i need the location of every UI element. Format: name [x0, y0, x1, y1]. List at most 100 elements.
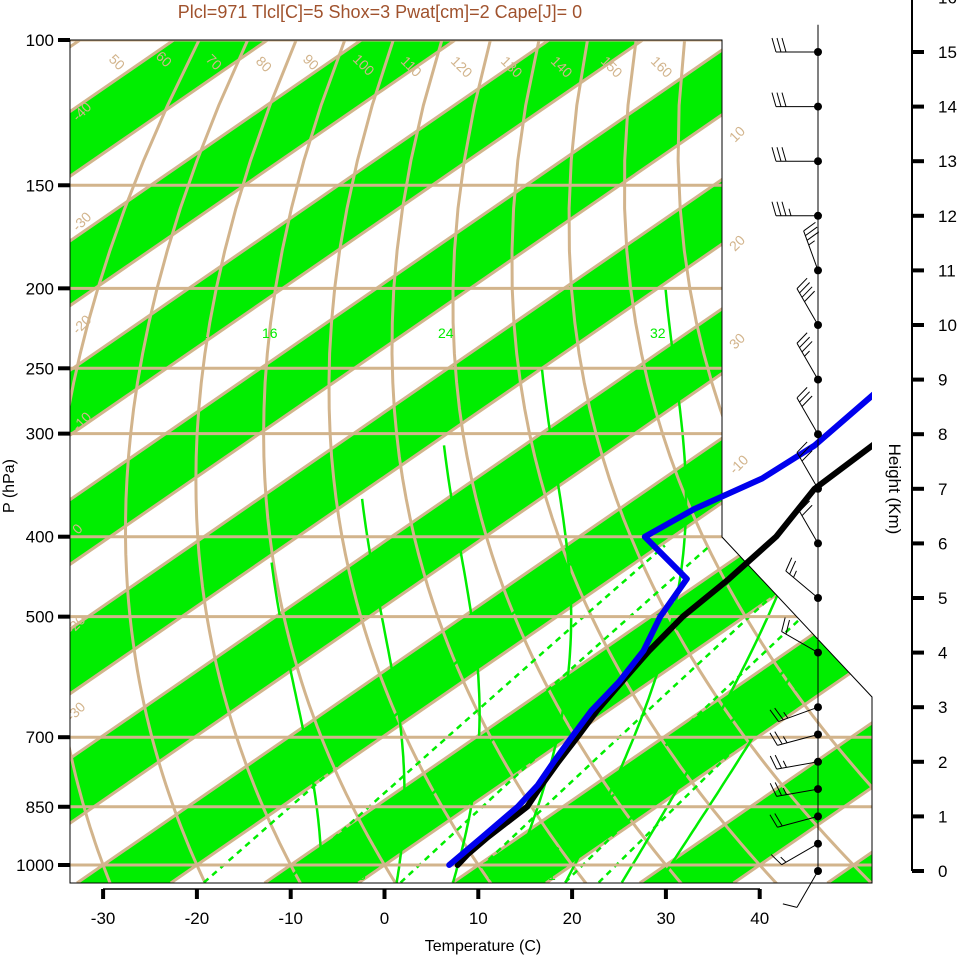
dry-adiabat-line	[510, 40, 779, 883]
wind-barb	[781, 631, 819, 654]
wind-barb-half	[783, 711, 789, 719]
mixing-ratio-label: 16	[262, 325, 278, 341]
wind-barb	[776, 788, 819, 797]
wind-barb-flag	[796, 387, 808, 399]
wind-barb-half	[804, 350, 810, 357]
wind-barb-flag	[801, 450, 813, 462]
dry-adiabat-label: 120	[448, 53, 476, 81]
wind-barb	[796, 870, 819, 908]
y-tick-label: 850	[26, 798, 54, 817]
wind-barb-flag	[781, 92, 787, 107]
wind-barb-flag	[781, 147, 787, 162]
wind-barb-flag	[805, 226, 818, 237]
moist-adiabat-line	[658, 528, 872, 883]
wind-barb-flag	[774, 754, 783, 769]
height-tick-label: 12	[938, 207, 957, 226]
wind-barb-flag	[774, 731, 783, 745]
wind-barb	[796, 397, 819, 435]
wind-barb-flag	[774, 813, 783, 827]
wind-profile	[769, 24, 822, 908]
mixing-ratio-line	[203, 544, 593, 883]
wind-barb-flag	[785, 557, 793, 572]
dry-adiabat-line	[70, 40, 201, 883]
wind-barb-flag	[799, 282, 810, 294]
y-tick-label: 100	[26, 31, 54, 50]
isotherm-line	[263, 462, 872, 883]
wind-barb-half	[782, 787, 787, 795]
dry-adiabat-line	[194, 40, 303, 883]
isotherm-line	[70, 40, 644, 437]
wind-barb-flag	[781, 617, 786, 632]
wind-barb-flag	[771, 201, 777, 216]
height-tick-label: 15	[938, 43, 957, 62]
wind-barb-half	[782, 736, 788, 744]
dry-adiabat-label: 50	[106, 51, 128, 73]
x-tick-label: -20	[185, 909, 210, 928]
isotherm-label: -30	[63, 698, 89, 724]
wind-barb-half	[788, 208, 792, 216]
mixing-ratio-label: 2	[200, 325, 208, 341]
height-tick-label: 9	[938, 371, 947, 390]
height-tick-label: 13	[938, 152, 957, 171]
mixing-ratio-line	[463, 544, 829, 883]
mixing-ratio-line	[521, 550, 872, 883]
height-tick-label: 3	[938, 698, 947, 717]
wind-barb-flag	[776, 92, 782, 107]
pressure-axis: 100 150 200 250 300 400 500 700 850 1000	[16, 31, 71, 875]
moist-adiabat-line	[270, 562, 323, 883]
temperature-axis: -30 -20 -10 0 10 20 30 40	[91, 888, 769, 928]
height-tick-label: 5	[938, 589, 947, 608]
wind-barb	[778, 706, 819, 723]
wind-barb-flag	[801, 286, 813, 298]
isotherm-line	[70, 40, 738, 502]
x-tick-label: -10	[278, 909, 303, 928]
wind-barb-flag	[781, 201, 787, 216]
moist-adiabat-line	[564, 288, 688, 883]
y-tick-label: 500	[26, 608, 54, 627]
x-tick-label: 30	[656, 909, 675, 928]
isotherm-line	[70, 268, 872, 825]
mixing-ratio-label: 24	[438, 325, 454, 341]
mixing-ratio-line	[283, 544, 666, 883]
wind-barb-flag	[770, 854, 782, 866]
wind-barb-flag	[801, 504, 813, 517]
wind-barb-flag	[785, 619, 790, 635]
height-tick-label: 7	[938, 480, 947, 499]
dry-adiabat-label: 80	[253, 53, 275, 75]
x-tick-label: 40	[750, 909, 769, 928]
wind-barb-flag	[796, 496, 808, 508]
isotherm-line	[638, 721, 872, 883]
moist-adiabat-line	[360, 498, 406, 883]
chart-title: Plcl=971 Tlcl[C]=5 Shox=3 Pwat[cm]=2 Cap…	[178, 2, 582, 22]
sounding-profiles	[446, 391, 872, 868]
dry-adiabat-line	[567, 40, 872, 883]
wind-barb-flag	[803, 221, 816, 232]
isotherm-line	[76, 332, 872, 883]
moist-adiabat-lines	[270, 288, 872, 883]
moist-adiabat-line	[508, 368, 573, 883]
height-tick-label: 10	[938, 316, 957, 335]
height-tick-label: 8	[938, 425, 947, 444]
isotherm-line	[70, 74, 872, 631]
wind-barb-flag	[769, 732, 778, 746]
wind-barb	[785, 570, 819, 599]
dry-adiabat-line	[262, 40, 398, 883]
wind-barb-flag	[804, 290, 815, 302]
height-tick-label: 16	[938, 0, 957, 7]
height-axis-label: Height (Km)	[885, 444, 904, 535]
y-tick-label: 150	[26, 176, 54, 195]
wind-barb-half	[808, 240, 815, 246]
dry-adiabat-line	[327, 40, 493, 883]
wind-barb-flag	[801, 341, 813, 353]
wind-barb-flag	[769, 755, 778, 770]
height-tick-label: 11	[938, 261, 956, 280]
wind-barb-flag	[771, 37, 777, 53]
wind-barb	[776, 761, 819, 770]
y-tick-label: 300	[26, 425, 54, 444]
wind-barb-flag	[796, 441, 808, 453]
wind-barb	[777, 734, 819, 746]
plot-frame	[69, 39, 873, 884]
wind-barb-flag	[796, 332, 808, 344]
wind-barb-flag	[774, 782, 783, 796]
